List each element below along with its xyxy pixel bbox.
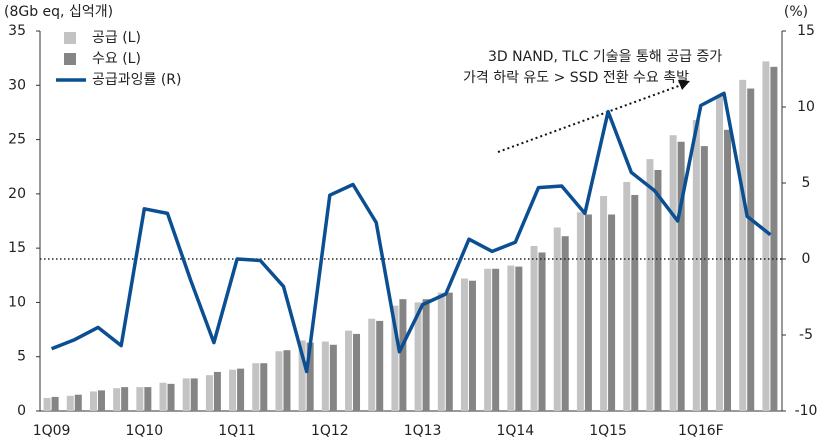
bar — [623, 181, 631, 411]
bar — [260, 363, 268, 411]
bar — [51, 396, 59, 411]
y-tick-label: 15 — [8, 240, 26, 256]
bar — [677, 141, 685, 411]
bar — [538, 252, 546, 411]
legend-label: 공급과잉률 (R) — [92, 72, 182, 88]
bar — [669, 135, 677, 411]
x-tick-label: 1Q15 — [589, 423, 627, 439]
bar — [345, 330, 353, 411]
bar — [747, 88, 755, 412]
bar — [515, 266, 523, 411]
bar — [144, 387, 152, 411]
bar — [724, 129, 732, 412]
bar — [136, 387, 144, 411]
bar — [553, 227, 561, 411]
y2-tick-label: 0 — [802, 251, 811, 267]
bar — [646, 159, 654, 411]
y-tick-label: 35 — [8, 23, 26, 39]
x-tick-label: 1Q10 — [125, 423, 163, 439]
bar — [437, 292, 445, 411]
bar — [205, 375, 213, 411]
bar — [229, 369, 237, 411]
bar — [190, 378, 198, 411]
bar — [576, 212, 584, 411]
bar — [468, 280, 476, 411]
annotation: 가격 하락 유도 > SSD 전환 수요 촉발 — [463, 70, 689, 86]
line — [50, 91, 772, 374]
bar — [460, 278, 468, 411]
x-tick-label: 1Q14 — [496, 423, 534, 439]
bar — [283, 350, 291, 411]
bar — [507, 265, 515, 411]
y-tick-label: 25 — [8, 132, 26, 148]
bar — [600, 196, 608, 411]
bar — [631, 194, 639, 411]
bar — [66, 395, 74, 411]
bar — [770, 66, 778, 411]
y-tick-label: 0 — [17, 403, 26, 419]
x-tick-label: 1Q16F — [678, 423, 724, 439]
y-tick-label: 30 — [8, 77, 26, 93]
y2-tick-label: -10 — [795, 403, 818, 419]
bar — [353, 333, 361, 411]
y2-tick-label: 15 — [797, 23, 815, 39]
bar — [89, 391, 97, 411]
bar — [530, 245, 538, 411]
x-tick-label: 1Q11 — [218, 423, 256, 439]
y-tick-label: 5 — [17, 349, 26, 365]
bar — [739, 79, 747, 411]
bar — [275, 351, 283, 411]
y-tick-label: 10 — [8, 294, 26, 310]
bar — [376, 320, 384, 411]
bar — [74, 394, 82, 411]
bar — [608, 214, 616, 411]
y2-tick-label: 10 — [797, 99, 815, 115]
bar — [167, 383, 175, 411]
bar — [399, 299, 407, 411]
bar — [492, 268, 500, 411]
bar — [484, 268, 492, 411]
bar — [368, 318, 376, 411]
annotation-arrow — [497, 83, 685, 153]
y2-tick-label: -5 — [799, 327, 813, 343]
y-tick-label: 20 — [8, 186, 26, 202]
bar — [561, 236, 569, 411]
y2-axis-label: (%) — [784, 4, 808, 20]
annotation-arrowhead — [678, 80, 690, 90]
bar — [121, 387, 129, 411]
bar — [298, 340, 306, 411]
annotation: 3D NAND, TLC 기술을 통해 공급 증가 — [488, 49, 722, 65]
legend-swatch — [64, 32, 76, 44]
x-tick-label: 1Q12 — [311, 423, 349, 439]
bar — [97, 390, 105, 411]
bar — [159, 382, 167, 411]
bar — [237, 368, 245, 411]
bar — [252, 363, 260, 411]
bar — [716, 96, 724, 412]
y-axis-label: (8Gb eq, 십억개) — [4, 4, 113, 20]
bar — [584, 214, 592, 411]
legend-label: 공급 (L) — [92, 30, 141, 46]
bar — [329, 344, 337, 411]
legend-swatch — [64, 53, 76, 65]
bar — [445, 292, 453, 411]
bar — [422, 299, 430, 411]
bar — [414, 302, 422, 411]
y2-tick-label: 5 — [802, 175, 811, 191]
bar — [113, 388, 121, 411]
bar — [43, 397, 51, 411]
bar — [306, 342, 314, 411]
bar — [391, 305, 399, 411]
x-tick-label: 1Q13 — [404, 423, 442, 439]
legend-label: 수요 (L) — [92, 51, 141, 67]
x-tick-label: 1Q09 — [33, 423, 71, 439]
bar — [762, 61, 770, 412]
bar — [182, 378, 190, 411]
bar — [692, 120, 700, 412]
bar — [213, 371, 221, 411]
bar — [700, 146, 708, 412]
bar — [321, 341, 329, 411]
bar — [654, 169, 662, 411]
